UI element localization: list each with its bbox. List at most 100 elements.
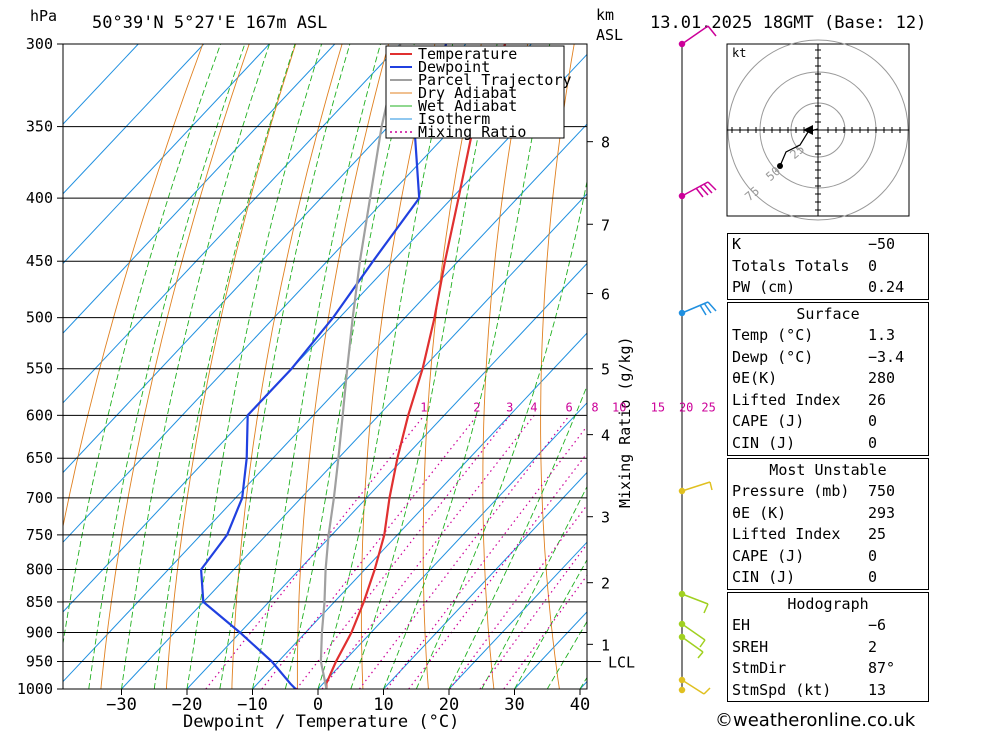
parcel-trajectory-line — [319, 44, 402, 689]
isotherm-line — [63, 123, 587, 683]
legend-parcel: Parcel Trajectory — [418, 71, 572, 89]
indices-table: K −50 Totals Totals 0 PW (cm) 0.24 — [727, 233, 929, 300]
mixing-ratio-line — [449, 504, 587, 689]
x-tick-label: 30 — [504, 695, 524, 715]
legend-temperature: Temperature — [418, 45, 517, 63]
mixing-ratio-label: 8 — [591, 400, 598, 414]
wind-barb-300 — [678, 25, 717, 48]
wind-barb-900 — [678, 620, 706, 659]
legend: Temperature Dewpoint Parcel Trajectory D… — [385, 45, 572, 141]
pressure-tick-label: 950 — [26, 653, 53, 671]
pressure-tick-label: 850 — [26, 593, 53, 611]
pressure-tick-label: 350 — [26, 118, 53, 136]
pressure-tick-label: 600 — [26, 406, 53, 424]
mixing-ratio-label: 10 — [612, 400, 626, 414]
wet-adiabat-line — [219, 44, 351, 689]
km-tick-label: 8 — [601, 134, 610, 152]
legend-mixing-ratio: Mixing Ratio — [418, 123, 526, 141]
wet-adiabat-line — [63, 44, 222, 647]
dewpoint-line — [200, 44, 448, 689]
mixing-ratio-label: 6 — [565, 400, 572, 414]
index-row-totals: Totals Totals 0 — [732, 256, 878, 275]
mixing-ratio-line — [296, 414, 511, 689]
wind-barb-500 — [678, 301, 717, 317]
mixing-ratio-label: 2 — [473, 400, 480, 414]
axes: 3003504004505005506006507007508008509009… — [17, 35, 635, 715]
x-tick-label: −30 — [106, 695, 137, 715]
pressure-tick-label: 300 — [26, 35, 53, 53]
index-row-pw: PW (cm) 0.24 — [732, 278, 905, 297]
most-unstable-title: Most Unstable — [769, 461, 887, 479]
pressure-tick-label: 800 — [26, 560, 53, 578]
isotherm-line — [317, 402, 587, 689]
hodograph-trace — [779, 128, 819, 167]
pressure-tick-label: 650 — [26, 449, 53, 467]
legend-isotherm: Isotherm — [418, 110, 490, 128]
most-unstable-table: Most Unstable Pressure (mb) 750 θE (K) 293… — [727, 458, 929, 590]
pressure-tick-label: 700 — [26, 489, 53, 507]
pressure-tick-label: 550 — [26, 360, 53, 378]
mixing-ratio-label: 25 — [701, 400, 715, 414]
pressure-tick-label: 750 — [26, 526, 53, 544]
km-tick-label: 5 — [601, 361, 610, 379]
mixing-ratio-label: 4 — [530, 400, 537, 414]
mixing-ratio-label: 20 — [679, 400, 693, 414]
km-tick-label: 6 — [601, 286, 610, 304]
x-tick-label: 40 — [570, 695, 590, 715]
wind-barb-850 — [678, 590, 709, 614]
mixing-ratio-line — [321, 414, 535, 689]
isotherm-line — [121, 193, 587, 689]
km-tick-label: 4 — [601, 427, 610, 445]
wind-profile — [678, 25, 717, 695]
surface-table: Surface Temp (°C) 1.3 Dewp (°C) −3.4 θE(K)… — [727, 302, 929, 456]
dry-adiabat-line — [165, 44, 297, 689]
mixing-ratio-label: 3 — [506, 400, 513, 414]
mixing-ratio-label: 1 — [420, 400, 427, 414]
x-tick-label: −20 — [172, 695, 203, 715]
sounding-series — [200, 44, 507, 689]
legend-dry-adiabat: Dry Adiabat — [418, 84, 517, 102]
mixing-ratio-axis-label: Mixing Ratio (g/kg) — [616, 336, 634, 508]
pressure-tick-label: 400 — [26, 189, 53, 207]
wet-adiabat-line — [186, 44, 323, 689]
hodograph-start-dot — [777, 163, 783, 169]
wet-adiabat-line — [153, 44, 296, 689]
isotherm-lines — [63, 44, 587, 689]
isotherm-line — [63, 44, 467, 474]
plot-frame — [62, 43, 588, 690]
temperature-line — [325, 44, 507, 689]
datetime-title: 13.01.2025 18GMT (Base: 12) — [650, 13, 926, 33]
hodograph-unit: kt — [732, 46, 746, 60]
isotherm-line — [63, 44, 139, 125]
isotherm-line — [383, 471, 587, 689]
mixing-ratio-label: 15 — [651, 400, 665, 414]
isotherm-line — [252, 332, 587, 689]
location-title: 50°39'N 5°27'E 167m ASL — [92, 13, 327, 33]
pressure-tick-label: 900 — [26, 624, 53, 642]
wind-barb-700 — [678, 481, 713, 495]
x-tick-label: 10 — [373, 695, 393, 715]
isotherm-line — [63, 44, 532, 543]
mixing-ratio-line — [503, 574, 587, 689]
wet-adiabat-line — [121, 44, 270, 689]
mixing-ratio-line — [479, 543, 587, 689]
pressure-tick-label: 450 — [26, 252, 53, 270]
mixing-ratio-line — [261, 414, 478, 689]
hodograph: kt 25 50 75 — [726, 39, 910, 221]
wet-adiabat-line — [546, 620, 587, 689]
pressure-tick-label: 1000 — [17, 680, 53, 698]
x-tick-label: 20 — [439, 695, 459, 715]
mixing-ratio-line — [408, 452, 587, 689]
index-row-k: K −50 — [732, 235, 896, 253]
isotherm-line — [63, 44, 270, 265]
lcl-label: LCL — [608, 654, 635, 672]
wet-adiabat-line — [514, 558, 587, 689]
legend-dewpoint: Dewpoint — [418, 58, 490, 76]
wet-adiabat-line — [284, 44, 415, 689]
dry-adiabat-line — [992, 44, 1000, 689]
dry-adiabat-line — [946, 44, 1000, 689]
km-tick-label: 3 — [601, 509, 610, 527]
km-unit-label: km — [596, 6, 614, 24]
mixing-ratio-line — [205, 414, 425, 689]
